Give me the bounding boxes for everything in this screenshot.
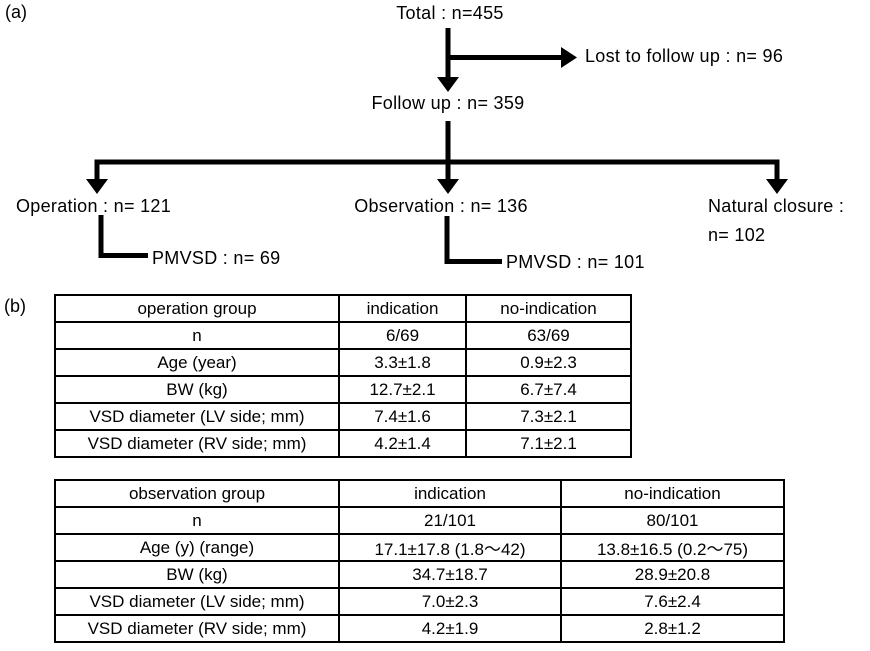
row-label: VSD diameter (LV side; mm) [54,402,340,431]
panel-a-label: (a) [5,2,27,22]
column-header: observation group [54,479,340,508]
flow-node-operation-pmvsd: PMVSD : n= 69 [152,248,281,268]
table-row: Age (year) 3.3±1.8 0.9±2.3 [54,348,632,377]
row-label: n [54,321,340,350]
row-label: n [54,506,340,535]
row-label: BW (kg) [54,375,340,404]
table-row: VSD diameter (RV side; mm) 4.2±1.9 2.8±1.2 [54,614,785,643]
data-cell: 28.9±20.8 [560,560,785,589]
row-label: VSD diameter (RV side; mm) [54,614,340,643]
row-label: Age (y) (range) [54,533,340,562]
flow-node-natural-closure-line1: Natural closure : [708,196,845,216]
flow-node-total: Total : n=455 [396,3,504,23]
row-label: VSD diameter (LV side; mm) [54,587,340,616]
table-row: n 21/101 80/101 [54,506,785,535]
arrowhead-down-natural-closure [766,179,788,194]
column-header: indication [338,479,562,508]
data-cell: 0.9±2.3 [465,348,632,377]
data-cell: 7.4±1.6 [338,402,467,431]
table-header-row: operation group indication no-indication [54,294,632,323]
row-label: Age (year) [54,348,340,377]
operation-group-table: operation group indication no-indication n 6… [54,294,632,458]
table-row: VSD diameter (LV side; mm) 7.0±2.3 7.6±2.4 [54,587,785,616]
data-cell: 7.0±2.3 [338,587,562,616]
data-cell: 80/101 [560,506,785,535]
data-cell: 13.8±16.5 (0.2～75) [560,533,785,562]
data-cell: 63/69 [465,321,632,350]
data-cell: 17.1±17.8 (1.8～42) [338,533,562,562]
panel-b-label: (b) [4,296,26,316]
table-row: BW (kg) 34.7±18.7 28.9±20.8 [54,560,785,589]
column-header: no-indication [560,479,785,508]
data-cell: 4.2±1.9 [338,614,562,643]
connector-operation-pmvsd [98,215,148,258]
flow-node-observation: Observation : n= 136 [354,196,528,216]
data-cell: 7.3±2.1 [465,402,632,431]
arrowhead-down-operation [86,179,108,194]
data-cell: 7.1±2.1 [465,429,632,458]
data-cell: 21/101 [338,506,562,535]
arrowhead-right-lost [561,47,577,68]
data-cell: 6.7±7.4 [465,375,632,404]
table-row: VSD diameter (LV side; mm) 7.4±1.6 7.3±2.1 [54,402,632,431]
flow-node-natural-closure-line2: n= 102 [708,225,766,245]
table-header-row: observation group indication no-indication [54,479,785,508]
data-cell: 7.6±2.4 [560,587,785,616]
data-cell: 2.8±1.2 [560,614,785,643]
flow-node-follow-up: Follow up : n= 359 [371,93,525,113]
column-header: no-indication [465,294,632,323]
table-row: BW (kg) 12.7±2.1 6.7±7.4 [54,375,632,404]
observation-group-table: observation group indication no-indication… [54,479,785,643]
flow-node-observation-pmvsd: PMVSD : n= 101 [506,252,645,272]
row-label: VSD diameter (RV side; mm) [54,429,340,458]
data-cell: 12.7±2.1 [338,375,467,404]
data-cell: 4.2±1.4 [338,429,467,458]
arrowhead-down-observation [437,179,459,194]
flow-node-operation: Operation : n= 121 [16,196,172,216]
table-row: Age (y) (range) 17.1±17.8 (1.8～42) 13.8±16… [54,533,785,562]
column-header: indication [338,294,467,323]
data-cell: 34.7±18.7 [338,560,562,589]
row-label: BW (kg) [54,560,340,589]
arrowhead-down-followup [437,77,459,92]
flow-node-lost-to-follow-up: Lost to follow up : n= 96 [585,46,784,66]
column-header: operation group [54,294,340,323]
data-cell: 3.3±1.8 [338,348,467,377]
data-cell: 6/69 [338,321,467,350]
table-row: n 6/69 63/69 [54,321,632,350]
connector-observation-pmvsd [444,216,502,264]
table-row: VSD diameter (RV side; mm) 4.2±1.4 7.1±2.1 [54,429,632,458]
